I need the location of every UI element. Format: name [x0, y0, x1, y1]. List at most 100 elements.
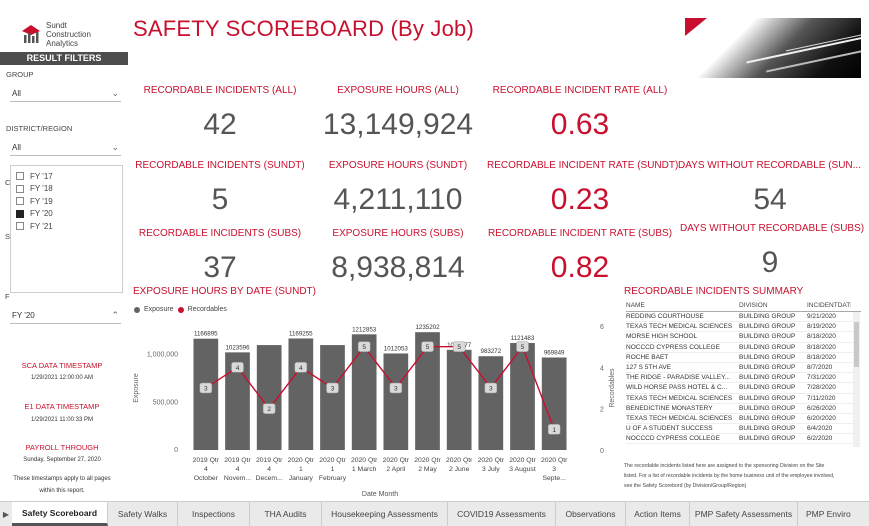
- tab-tha-audits[interactable]: THA Audits: [250, 502, 322, 526]
- table-scrollbar[interactable]: [853, 312, 860, 447]
- logo: Sundt Construction Analytics: [20, 18, 130, 50]
- scrollbar-thumb[interactable]: [854, 322, 859, 367]
- table-cell: BUILDING GROUP: [739, 353, 796, 361]
- y2-tick-label: 0: [600, 448, 604, 455]
- x-tick-label: Septe...: [542, 475, 566, 482]
- table-row[interactable]: TEXAS TECH MEDICAL SCIENCES BUILDING GROU…: [626, 322, 861, 333]
- column-header-name[interactable]: NAME: [626, 302, 645, 309]
- legend-exposure-label: Exposure: [144, 306, 174, 313]
- table-cell: BUILDING GROUP: [739, 364, 796, 372]
- table-cell: 8/7/2020: [807, 364, 833, 372]
- y-tick-label: 1,000,000: [147, 352, 178, 359]
- x-tick-label: 2 April: [386, 466, 405, 473]
- tab-pmp-enviro[interactable]: PMP Enviro: [806, 509, 851, 519]
- table-row[interactable]: REDDING COURTHOUSE BUILDING GROUP 9/21/202…: [626, 312, 861, 323]
- y-tick-label: 0: [174, 447, 178, 454]
- logo-line1: Sundt: [46, 20, 67, 30]
- table-row[interactable]: NOCCCD CYPRESS COLLEGE BUILDING GROUP 8/18…: [626, 343, 861, 353]
- fy-option[interactable]: FY '18: [11, 183, 122, 196]
- recordables-data-label: 5: [521, 344, 525, 351]
- checkbox-icon[interactable]: [16, 184, 24, 193]
- table-row[interactable]: TEXAS TECH MEDICAL SCIENCES BUILDING GROU…: [626, 394, 861, 404]
- fy-option[interactable]: FY '20: [11, 208, 122, 221]
- bar-data-label: 983272: [481, 348, 502, 355]
- table-row[interactable]: THE RIDGE - PARADISE VALLEY... BUILDING G…: [626, 373, 861, 384]
- recordables-data-label: 3: [489, 386, 493, 393]
- table-cell: THE RIDGE - PARADISE VALLEY...: [626, 374, 731, 382]
- tab-pmp-safety[interactable]: PMP Safety Assessments: [690, 502, 798, 526]
- fy-option[interactable]: FY '21: [11, 220, 122, 233]
- page-title: SAFETY SCOREBOARD (By Job): [133, 16, 474, 41]
- table-row[interactable]: BENEDICTINE MONASTERY BUILDING GROUP 6/26/…: [626, 404, 861, 414]
- bar-data-label: 1235202: [415, 324, 440, 331]
- table-cell: WILD HORSE PASS HOTEL & C...: [626, 384, 728, 392]
- exposure-bar: [510, 343, 535, 450]
- recordables-point: [262, 403, 276, 414]
- sca-timestamp-value: 1/29/2021 12:00:00 AM: [30, 375, 94, 381]
- recordables-data-label: 1: [552, 427, 556, 434]
- x-tick-label: October: [194, 475, 219, 482]
- table-row[interactable]: TEXAS TECH MEDICAL SCIENCES BUILDING GROU…: [626, 414, 861, 425]
- recordables-data-label: 3: [204, 386, 208, 393]
- y2-tick-label: 2: [600, 407, 604, 414]
- chart-legend: Exposure Recordables: [134, 306, 227, 313]
- x-tick-label: 1 March: [352, 466, 377, 473]
- tab-safety-walks[interactable]: Safety Walks: [108, 502, 178, 526]
- table-row[interactable]: MORSE HIGH SCHOOL BUILDING GROUP 8/18/2020: [626, 332, 861, 343]
- table-cell: BUILDING GROUP: [739, 394, 796, 402]
- x-tick-label: 3: [552, 466, 556, 473]
- recordables-data-label: 4: [236, 365, 240, 372]
- x-axis-title: Date Month: [362, 491, 398, 498]
- legend-exposure-marker: [134, 306, 140, 313]
- tab-safety-scoreboard[interactable]: Safety Scoreboard: [12, 502, 108, 526]
- tab-scroll-icon[interactable]: ▶: [2, 509, 10, 519]
- kpi-value-rec-sundt: 5: [211, 183, 229, 216]
- kpi-value-rate-subs: 0.82: [550, 251, 610, 284]
- checkbox-checked-icon[interactable]: [16, 209, 24, 218]
- exposure-bar: [193, 338, 219, 450]
- table-row[interactable]: U OF A STUDENT SUCCESS BUILDING GROUP 6/4/…: [626, 424, 861, 435]
- district-dropdown[interactable]: All ⌄: [10, 140, 121, 156]
- checkbox-icon[interactable]: [16, 222, 24, 231]
- recordables-point: [294, 362, 308, 373]
- y-tick-label: 500,000: [153, 399, 178, 406]
- recordables-point: [421, 341, 434, 352]
- kpi-label-exp-all: EXPOSURE HOURS (ALL): [337, 85, 459, 96]
- tab-covid19[interactable]: COVID19 Assessments: [448, 502, 556, 526]
- group-dropdown[interactable]: All ⌄: [10, 86, 121, 102]
- table-cell: 7/31/2020: [807, 374, 836, 382]
- incidents-table: NAME DIVISION INCIDENTDATE REDDING COURT…: [626, 300, 861, 448]
- x-tick-label: 2020 Qtr: [509, 457, 536, 464]
- checkbox-icon[interactable]: [16, 197, 24, 206]
- tab-observations[interactable]: Observations: [556, 502, 626, 526]
- kpi-value-days-subs: 9: [761, 246, 779, 279]
- kpi-value-exp-all: 13,149,924: [322, 108, 474, 141]
- x-tick-label: 2019 Qtr: [224, 457, 251, 464]
- legend-recordables-marker: [177, 306, 184, 313]
- x-tick-label: 2020 Qtr: [351, 457, 378, 464]
- x-tick-label: 2 May: [418, 466, 437, 473]
- checkbox-icon[interactable]: [16, 172, 24, 181]
- tab-housekeeping[interactable]: Housekeeping Assessments: [322, 502, 448, 526]
- bar-data-label: 1169255: [289, 330, 313, 337]
- table-row[interactable]: ROCHE BAET BUILDING GROUP 8/18/2020: [626, 353, 861, 363]
- table-row[interactable]: NOCCCD CYPRESS COLLEGE BUILDING GROUP 6/2/…: [626, 434, 861, 445]
- kpi-label-rate-subs: RECORDABLE INCIDENT RATE (SUBS): [487, 228, 673, 239]
- e1-timestamp-label: E1 DATA TIMESTAMP: [24, 402, 100, 411]
- tab-inspections[interactable]: Inspections: [178, 502, 250, 526]
- x-tick-label: 2020 Qtr: [478, 457, 505, 464]
- column-header-division[interactable]: DIVISION: [739, 302, 768, 309]
- column-header-date[interactable]: INCIDENTDATE: [807, 302, 851, 309]
- fy-option[interactable]: FY '17: [11, 170, 122, 183]
- fy-dropdown[interactable]: FY '20 ⌃: [10, 308, 121, 324]
- logo-icon: [22, 25, 40, 43]
- fy-option[interactable]: FY '19: [11, 195, 122, 208]
- kpi-value-exp-subs: 8,938,814: [331, 251, 465, 284]
- table-row[interactable]: WILD HORSE PASS HOTEL & C... BUILDING GRO…: [626, 383, 861, 394]
- table-cell: 6/26/2020: [807, 404, 836, 412]
- timestamp-note-1: These timestamps apply to all pages: [13, 476, 111, 482]
- table-row[interactable]: 127 S 5TH AVE BUILDING GROUP 8/7/2020: [626, 363, 861, 374]
- tab-action-items[interactable]: Action Items: [626, 502, 690, 526]
- table-cell: BUILDING GROUP: [739, 425, 796, 433]
- sca-timestamp-label: SCA DATA TIMESTAMP: [21, 361, 103, 370]
